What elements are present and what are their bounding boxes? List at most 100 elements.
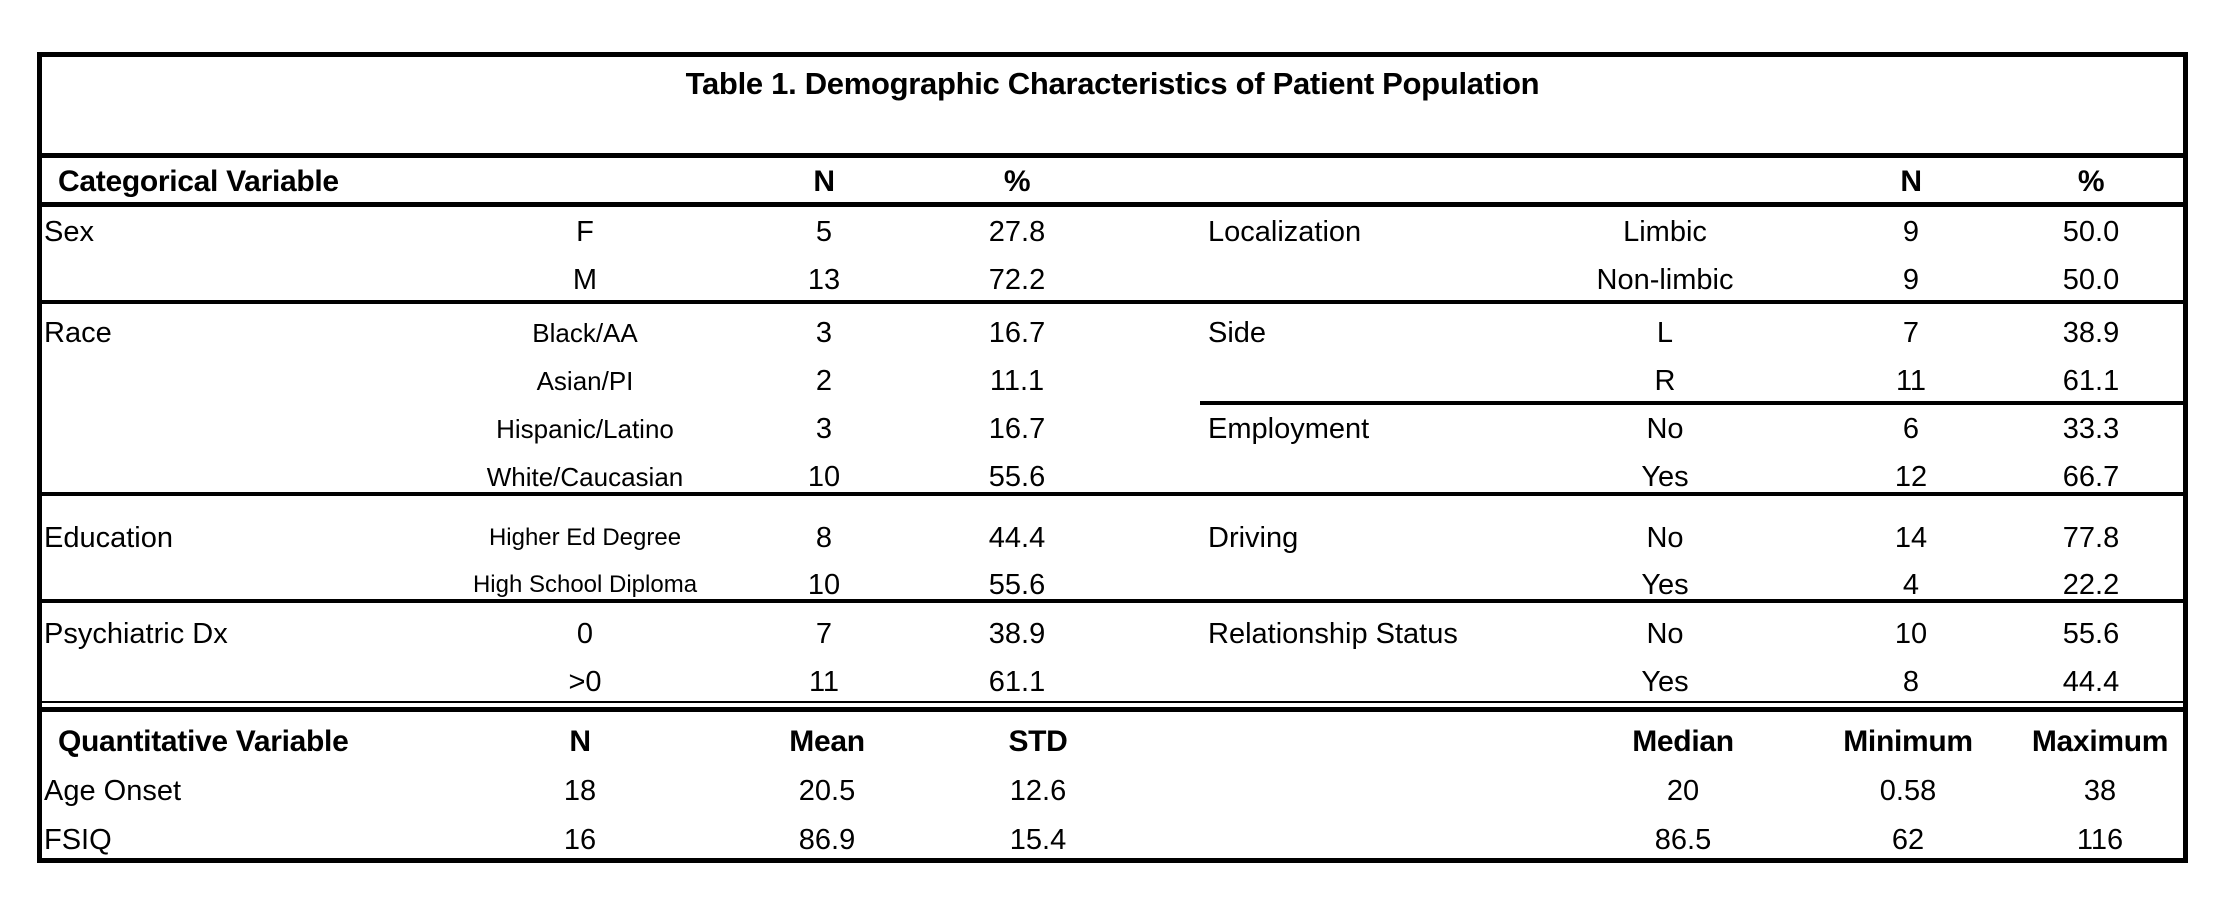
driving-yes-n: 4 xyxy=(1902,569,1920,601)
side-r-pct: 61.1 xyxy=(2062,365,2120,397)
categorical-variable-header: Categorical Variable xyxy=(58,165,339,198)
psychiatric-gt0-n: 11 xyxy=(808,666,840,698)
relationship-yes-pct: 44.4 xyxy=(2062,666,2120,698)
relationship-label: Relationship Status xyxy=(1208,618,1458,650)
quant-maximum-header: Maximum xyxy=(2031,725,2169,758)
side-l-pct: 38.9 xyxy=(2062,317,2120,349)
n-header-right: N xyxy=(1900,165,1922,198)
age-onset-median: 20 xyxy=(1666,775,1700,807)
relationship-yes-level: Yes xyxy=(1641,666,1689,698)
fsiq-label: FSIQ xyxy=(44,824,112,856)
relationship-yes-n: 8 xyxy=(1902,666,1920,698)
pct-header-left: % xyxy=(1003,165,1031,198)
age-onset-std: 12.6 xyxy=(1009,775,1067,807)
rule-section-double-thin xyxy=(37,701,2188,703)
n-header-left: N xyxy=(813,165,835,198)
education-higher-n: 8 xyxy=(815,522,833,554)
psychiatric-0-level: 0 xyxy=(576,618,594,650)
fsiq-mean: 86.9 xyxy=(798,824,856,856)
race-black-pct: 16.7 xyxy=(988,317,1046,349)
table-title: Table 1. Demographic Characteristics of … xyxy=(685,66,1540,101)
quant-median-header: Median xyxy=(1632,725,1734,758)
race-hispanic-level: Hispanic/Latino xyxy=(496,414,674,444)
demographics-table-border xyxy=(37,52,2188,863)
race-black-level: Black/AA xyxy=(532,318,638,348)
age-onset-minimum: 0.58 xyxy=(1879,775,1937,807)
driving-no-n: 14 xyxy=(1894,522,1928,554)
side-l-n: 7 xyxy=(1902,317,1920,349)
race-hispanic-n: 3 xyxy=(815,413,833,445)
quant-n-header: N xyxy=(569,725,591,758)
fsiq-maximum: 116 xyxy=(2076,824,2124,856)
driving-no-level: No xyxy=(1646,522,1684,554)
age-onset-mean: 20.5 xyxy=(798,775,856,807)
race-hispanic-pct: 16.7 xyxy=(988,413,1046,445)
race-label: Race xyxy=(44,317,112,349)
race-asian-pct: 11.1 xyxy=(989,365,1045,397)
quantitative-variable-header: Quantitative Variable xyxy=(58,725,349,758)
localization-limbic-pct: 50.0 xyxy=(2062,216,2120,248)
relationship-no-level: No xyxy=(1646,618,1684,650)
employment-no-level: No xyxy=(1646,413,1684,445)
employment-yes-pct: 66.7 xyxy=(2062,461,2120,493)
localization-limbic-level: Limbic xyxy=(1623,216,1707,248)
side-l-level: L xyxy=(1656,317,1674,349)
race-white-level: White/Caucasian xyxy=(486,462,684,492)
relationship-no-pct: 55.6 xyxy=(2062,618,2120,650)
localization-label: Localization xyxy=(1208,216,1362,248)
quant-std-header: STD xyxy=(1008,725,1068,758)
education-higher-level: Higher Ed Degree xyxy=(488,524,682,551)
rule-sex-localization-bottom xyxy=(37,300,2188,304)
employment-no-n: 6 xyxy=(1902,413,1920,445)
employment-no-pct: 33.3 xyxy=(2062,413,2120,445)
sex-m-level: M xyxy=(572,264,598,296)
localization-nonlimbic-level: Non-limbic xyxy=(1596,264,1734,296)
quant-mean-header: Mean xyxy=(789,725,865,758)
rule-education-driving-bottom xyxy=(37,599,2188,603)
race-black-n: 3 xyxy=(815,317,833,349)
sex-f-pct: 27.8 xyxy=(988,216,1046,248)
rule-section-double-thick xyxy=(37,707,2188,712)
psychiatric-gt0-pct: 61.1 xyxy=(988,666,1046,698)
age-onset-maximum: 38 xyxy=(2083,775,2117,807)
localization-limbic-n: 9 xyxy=(1902,216,1920,248)
age-onset-n: 18 xyxy=(563,775,597,807)
rule-header-top xyxy=(37,153,2188,158)
psychiatric-gt0-level: >0 xyxy=(568,666,602,698)
education-hs-pct: 55.6 xyxy=(988,569,1046,601)
rule-side-bottom xyxy=(1200,401,2188,405)
psychiatric-label: Psychiatric Dx xyxy=(44,618,228,650)
sex-m-pct: 72.2 xyxy=(988,264,1046,296)
race-asian-n: 2 xyxy=(815,365,833,397)
psychiatric-0-pct: 38.9 xyxy=(988,618,1046,650)
driving-yes-pct: 22.2 xyxy=(2062,569,2120,601)
fsiq-n: 16 xyxy=(563,824,597,856)
localization-nonlimbic-pct: 50.0 xyxy=(2062,264,2120,296)
relationship-no-n: 10 xyxy=(1894,618,1928,650)
side-r-n: 11 xyxy=(1895,365,1927,397)
race-white-pct: 55.6 xyxy=(988,461,1046,493)
quant-minimum-header: Minimum xyxy=(1843,725,1973,758)
sex-f-n: 5 xyxy=(815,216,833,248)
sex-label: Sex xyxy=(44,216,94,248)
driving-label: Driving xyxy=(1208,522,1299,554)
employment-yes-level: Yes xyxy=(1641,461,1689,493)
education-hs-level: High School Diploma xyxy=(472,571,698,598)
driving-yes-level: Yes xyxy=(1641,569,1689,601)
psychiatric-0-n: 7 xyxy=(815,618,833,650)
driving-no-pct: 77.8 xyxy=(2062,522,2120,554)
localization-nonlimbic-n: 9 xyxy=(1902,264,1920,296)
race-white-n: 10 xyxy=(807,461,841,493)
education-label: Education xyxy=(44,522,173,554)
education-higher-pct: 44.4 xyxy=(988,522,1046,554)
fsiq-median: 86.5 xyxy=(1654,824,1712,856)
employment-label: Employment xyxy=(1208,413,1370,445)
fsiq-minimum: 62 xyxy=(1891,824,1925,856)
rule-race-employment-bottom xyxy=(37,492,2188,496)
pct-header-right: % xyxy=(2077,165,2105,198)
side-label: Side xyxy=(1208,317,1267,349)
rule-header-bottom xyxy=(37,202,2188,207)
employment-yes-n: 12 xyxy=(1894,461,1928,493)
race-asian-level: Asian/PI xyxy=(536,366,634,396)
